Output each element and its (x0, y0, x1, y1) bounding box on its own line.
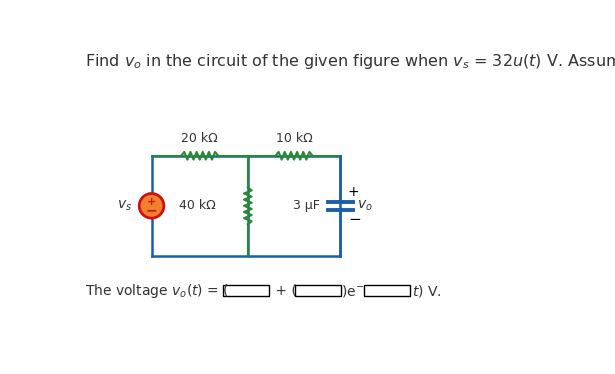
Bar (364, 285, 410, 296)
Text: $t$) V.: $t$) V. (412, 282, 442, 298)
Text: 3 μF: 3 μF (293, 199, 320, 212)
Text: Find $v_o$ in the circuit of the given figure when $v_s$ = 32$u(t)$ V. Assume th: Find $v_o$ in the circuit of the given f… (85, 52, 615, 71)
Text: +: + (147, 197, 156, 207)
Text: $v_s$: $v_s$ (117, 199, 132, 213)
Text: 40 kΩ: 40 kΩ (179, 199, 215, 212)
Circle shape (139, 193, 164, 218)
Text: 20 kΩ: 20 kΩ (181, 132, 218, 145)
Text: +: + (348, 185, 360, 199)
Text: 10 kΩ: 10 kΩ (276, 132, 312, 145)
Text: −: − (348, 212, 360, 227)
Text: )e$^{-}$: )e$^{-}$ (341, 282, 364, 298)
Text: + (: + ( (271, 283, 297, 297)
Bar (295, 285, 341, 296)
Text: $v_o$: $v_o$ (357, 199, 373, 213)
Text: −: − (146, 203, 157, 217)
Text: The voltage $v_o(t)$ = (: The voltage $v_o(t)$ = ( (85, 282, 229, 300)
Bar (223, 285, 269, 296)
